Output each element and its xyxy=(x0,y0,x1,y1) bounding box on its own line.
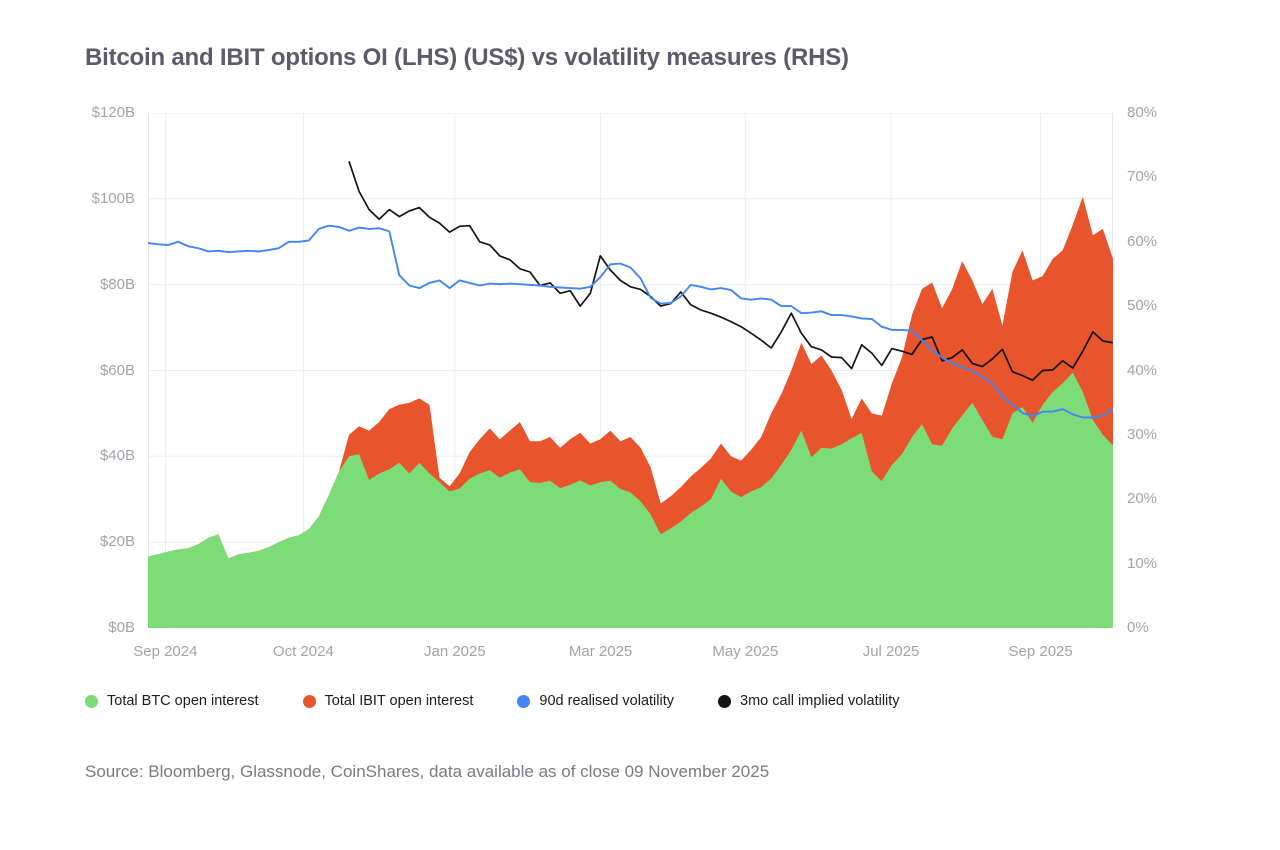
implied-vol-swatch-icon xyxy=(718,694,731,708)
left-axis-tick: $0B xyxy=(108,619,135,636)
right-axis-tick: 20% xyxy=(1127,490,1158,508)
right-axis-tick: 70% xyxy=(1127,168,1158,186)
legend-label: Total BTC open interest xyxy=(107,693,259,709)
legend-label: 3mo call implied volatility xyxy=(740,693,900,709)
ibit-oi-swatch-icon xyxy=(302,694,316,708)
right-axis-tick: 80% xyxy=(1127,104,1158,121)
right-axis-tick: 0% xyxy=(1127,619,1149,636)
x-axis-tick: Oct 2024 xyxy=(272,643,334,660)
x-axis-tick: May 2025 xyxy=(712,643,779,660)
legend-item-ibit-oi: Total IBIT open interest xyxy=(302,693,474,709)
btc-oi-swatch-icon xyxy=(85,694,98,708)
x-axis-tick: Jul 2025 xyxy=(862,643,920,660)
left-axis-tick: $20B xyxy=(99,533,135,551)
legend-label: 90d realised volatility xyxy=(539,693,674,709)
legend-item-implied-vol: 3mo call implied volatility xyxy=(718,693,900,709)
left-axis-tick: $60B xyxy=(99,361,135,379)
left-axis-tick: $100B xyxy=(91,189,135,207)
chart-plot-area xyxy=(147,112,1114,629)
realised-vol-swatch-icon xyxy=(517,694,531,708)
legend-item-btc-oi: Total BTC open interest xyxy=(85,693,259,709)
chart-legend: Total BTC open interest Total IBIT open … xyxy=(85,693,900,709)
x-axis-tick: Mar 2025 xyxy=(568,643,633,660)
source-attribution: Source: Bloomberg, Glassnode, CoinShares… xyxy=(85,762,770,781)
legend-label: Total IBIT open interest xyxy=(324,693,474,709)
right-axis-tick: 40% xyxy=(1127,361,1158,379)
x-axis-tick: Sep 2025 xyxy=(1008,643,1073,660)
left-axis-tick: $40B xyxy=(99,447,135,465)
right-axis-tick: 10% xyxy=(1127,554,1158,572)
x-axis-tick: Sep 2024 xyxy=(133,643,198,660)
right-axis-tick: 50% xyxy=(1127,297,1158,315)
page-title: Bitcoin and IBIT options OI (LHS) (US$) … xyxy=(85,44,849,71)
right-axis-tick: 30% xyxy=(1127,425,1158,443)
x-axis-tick: Jan 2025 xyxy=(423,643,486,660)
left-axis-tick: $120B xyxy=(91,104,135,121)
chart-canvas xyxy=(147,112,1114,629)
legend-item-realised-vol: 90d realised volatility xyxy=(517,693,674,709)
left-axis-tick: $80B xyxy=(99,275,135,293)
right-axis-tick: 60% xyxy=(1127,232,1158,250)
